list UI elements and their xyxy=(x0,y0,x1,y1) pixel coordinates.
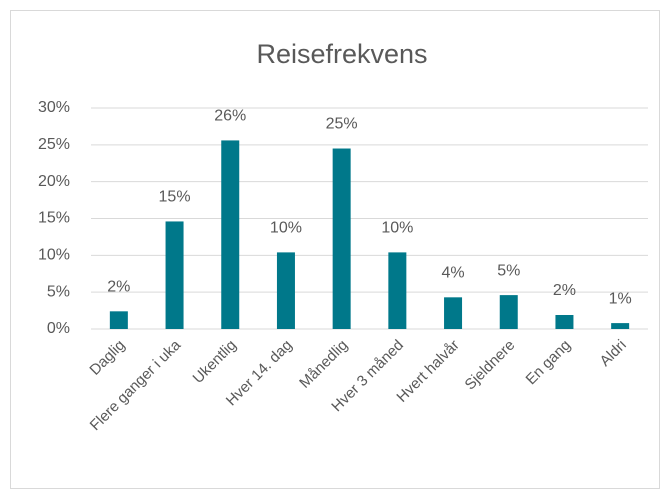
y-tick-label: 30% xyxy=(38,99,70,116)
value-label: 26% xyxy=(214,108,246,125)
bar xyxy=(388,252,407,329)
bar xyxy=(165,221,184,329)
value-label: 10% xyxy=(381,220,413,237)
value-label: 10% xyxy=(270,220,302,237)
bar xyxy=(276,252,295,329)
value-label: 1% xyxy=(609,290,632,307)
bar xyxy=(332,148,351,329)
value-label: 2% xyxy=(553,282,576,299)
y-tick-label: 25% xyxy=(38,136,70,153)
y-tick-label: 0% xyxy=(47,320,70,337)
chart-title: Reisefrekvens xyxy=(256,39,427,69)
value-label: 15% xyxy=(159,189,191,206)
value-label: 25% xyxy=(326,116,358,133)
value-label: 2% xyxy=(107,279,130,296)
bar xyxy=(109,311,128,329)
value-label: 4% xyxy=(441,265,464,282)
bar xyxy=(444,297,463,329)
y-tick-label: 20% xyxy=(38,173,70,190)
bar xyxy=(611,323,630,329)
bar xyxy=(221,140,240,329)
value-label: 5% xyxy=(497,262,520,279)
y-tick-label: 5% xyxy=(47,283,70,300)
y-tick-label: 15% xyxy=(38,210,70,227)
bar xyxy=(555,315,574,329)
bar xyxy=(499,295,518,329)
y-tick-label: 10% xyxy=(38,247,70,264)
